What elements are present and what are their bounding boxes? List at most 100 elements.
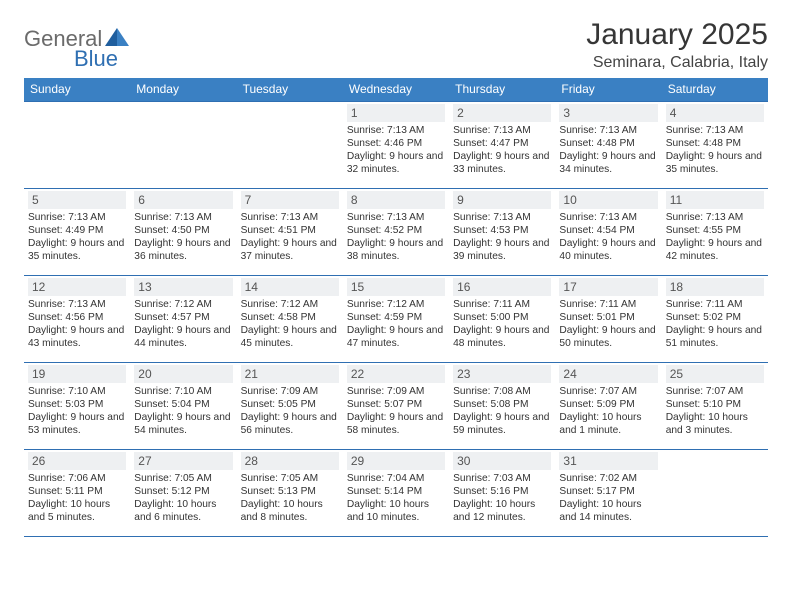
calendar-week-row: 26 Sunrise: 7:06 AMSunset: 5:11 PMDayligh… [24, 450, 768, 537]
day-number: 23 [453, 365, 551, 383]
day-detail: Sunrise: 7:11 AMSunset: 5:01 PMDaylight:… [559, 298, 657, 350]
sunrise-text: Sunrise: 7:13 AM [347, 124, 445, 137]
sunrise-text: Sunrise: 7:08 AM [453, 385, 551, 398]
day-number: 5 [28, 191, 126, 209]
calendar-cell: 3Sunrise: 7:13 AMSunset: 4:48 PMDaylight… [555, 102, 661, 189]
daylight-text: Daylight: 9 hours and 48 minutes. [453, 324, 551, 350]
sunset-text: Sunset: 4:51 PM [241, 224, 339, 237]
day-detail: Sunrise: 7:11 AMSunset: 5:00 PMDaylight:… [453, 298, 551, 350]
sunrise-text: Sunrise: 7:13 AM [347, 211, 445, 224]
sunset-text: Sunset: 4:55 PM [666, 224, 764, 237]
day-detail: Sunrise: 7:10 AMSunset: 5:03 PMDaylight:… [28, 385, 126, 437]
sunset-text: Sunset: 5:14 PM [347, 485, 445, 498]
sunrise-text: Sunrise: 7:12 AM [347, 298, 445, 311]
day-detail: Sunrise: 7:09 AMSunset: 5:05 PMDaylight:… [241, 385, 339, 437]
calendar-cell: 18Sunrise: 7:11 AMSunset: 5:02 PMDayligh… [662, 276, 768, 363]
day-detail: Sunrise: 7:13 AMSunset: 4:48 PMDaylight:… [666, 124, 764, 176]
sunrise-text: Sunrise: 7:05 AM [134, 472, 232, 485]
sunrise-text: Sunrise: 7:13 AM [453, 124, 551, 137]
sunset-text: Sunset: 4:48 PM [559, 137, 657, 150]
day-number: 6 [134, 191, 232, 209]
calendar-cell: 16Sunrise: 7:11 AMSunset: 5:00 PMDayligh… [449, 276, 555, 363]
day-number: 21 [241, 365, 339, 383]
day-number: 17 [559, 278, 657, 296]
sunrise-text: Sunrise: 7:13 AM [28, 211, 126, 224]
day-detail: Sunrise: 7:03 AMSunset: 5:16 PMDaylight:… [453, 472, 551, 524]
day-detail: Sunrise: 7:13 AMSunset: 4:52 PMDaylight:… [347, 211, 445, 263]
daylight-text: Daylight: 10 hours and 1 minute. [559, 411, 657, 437]
sunrise-text: Sunrise: 7:10 AM [28, 385, 126, 398]
day-number: 31 [559, 452, 657, 470]
daylight-text: Daylight: 9 hours and 47 minutes. [347, 324, 445, 350]
sunset-text: Sunset: 5:03 PM [28, 398, 126, 411]
day-header: Saturday [662, 78, 768, 102]
calendar-cell: 17 Sunrise: 7:11 AMSunset: 5:01 PMDayligh… [555, 276, 661, 363]
daylight-text: Daylight: 10 hours and 10 minutes. [347, 498, 445, 524]
day-number: 12 [28, 278, 126, 296]
day-header: Tuesday [237, 78, 343, 102]
calendar-page: General January 2025 Seminara, Calabria,… [0, 0, 792, 547]
day-detail: Sunrise: 7:13 AMSunset: 4:48 PMDaylight:… [559, 124, 657, 176]
sunrise-text: Sunrise: 7:10 AM [134, 385, 232, 398]
day-detail: Sunrise: 7:13 AMSunset: 4:46 PMDaylight:… [347, 124, 445, 176]
day-detail: Sunrise: 7:13 AMSunset: 4:53 PMDaylight:… [453, 211, 551, 263]
calendar-cell: 12Sunrise: 7:13 AMSunset: 4:56 PMDayligh… [24, 276, 130, 363]
sunrise-text: Sunrise: 7:12 AM [134, 298, 232, 311]
daylight-text: Daylight: 9 hours and 33 minutes. [453, 150, 551, 176]
daylight-text: Daylight: 9 hours and 42 minutes. [666, 237, 764, 263]
calendar-cell: 6Sunrise: 7:13 AMSunset: 4:50 PMDaylight… [130, 189, 236, 276]
calendar-cell [24, 102, 130, 189]
calendar-cell: 19Sunrise: 7:10 AMSunset: 5:03 PMDayligh… [24, 363, 130, 450]
daylight-text: Daylight: 9 hours and 56 minutes. [241, 411, 339, 437]
daylight-text: Daylight: 9 hours and 45 minutes. [241, 324, 339, 350]
day-detail: Sunrise: 7:06 AMSunset: 5:11 PMDaylight:… [28, 472, 126, 524]
calendar-cell: 11Sunrise: 7:13 AMSunset: 4:55 PMDayligh… [662, 189, 768, 276]
daylight-text: Daylight: 9 hours and 44 minutes. [134, 324, 232, 350]
day-number: 4 [666, 104, 764, 122]
daylight-text: Daylight: 9 hours and 53 minutes. [28, 411, 126, 437]
daylight-text: Daylight: 9 hours and 59 minutes. [453, 411, 551, 437]
sunset-text: Sunset: 5:16 PM [453, 485, 551, 498]
calendar-cell: 14Sunrise: 7:12 AMSunset: 4:58 PMDayligh… [237, 276, 343, 363]
sunset-text: Sunset: 4:58 PM [241, 311, 339, 324]
daylight-text: Daylight: 9 hours and 38 minutes. [347, 237, 445, 263]
sunset-text: Sunset: 4:52 PM [347, 224, 445, 237]
day-number: 10 [559, 191, 657, 209]
sunset-text: Sunset: 4:50 PM [134, 224, 232, 237]
calendar-cell: 4 Sunrise: 7:13 AMSunset: 4:48 PMDaylight… [662, 102, 768, 189]
day-number: 27 [134, 452, 232, 470]
calendar-cell: 24Sunrise: 7:07 AMSunset: 5:09 PMDayligh… [555, 363, 661, 450]
day-number: 26 [28, 452, 126, 470]
sunset-text: Sunset: 4:46 PM [347, 137, 445, 150]
calendar-cell: 29Sunrise: 7:04 AMSunset: 5:14 PMDayligh… [343, 450, 449, 537]
day-detail: Sunrise: 7:05 AMSunset: 5:13 PMDaylight:… [241, 472, 339, 524]
day-number: 2 [453, 104, 551, 122]
title-block: January 2025 Seminara, Calabria, Italy [586, 18, 768, 72]
sunrise-text: Sunrise: 7:07 AM [559, 385, 657, 398]
calendar-cell: 21 Sunrise: 7:09 AMSunset: 5:05 PMDayligh… [237, 363, 343, 450]
calendar-week-row: 19Sunrise: 7:10 AMSunset: 5:03 PMDayligh… [24, 363, 768, 450]
sunset-text: Sunset: 4:53 PM [453, 224, 551, 237]
day-number: 20 [134, 365, 232, 383]
calendar-cell: 27Sunrise: 7:05 AMSunset: 5:12 PMDayligh… [130, 450, 236, 537]
sunset-text: Sunset: 5:08 PM [453, 398, 551, 411]
day-number: 1 [347, 104, 445, 122]
daylight-text: Daylight: 9 hours and 40 minutes. [559, 237, 657, 263]
day-detail: Sunrise: 7:07 AMSunset: 5:10 PMDaylight:… [666, 385, 764, 437]
calendar-cell: 10Sunrise: 7:13 AMSunset: 4:54 PMDayligh… [555, 189, 661, 276]
day-detail: Sunrise: 7:12 AMSunset: 4:57 PMDaylight:… [134, 298, 232, 350]
calendar-cell: 31Sunrise: 7:02 AMSunset: 5:17 PMDayligh… [555, 450, 661, 537]
day-header: Wednesday [343, 78, 449, 102]
sunset-text: Sunset: 5:05 PM [241, 398, 339, 411]
day-number: 13 [134, 278, 232, 296]
day-detail: Sunrise: 7:13 AMSunset: 4:49 PMDaylight:… [28, 211, 126, 263]
day-detail: Sunrise: 7:13 AMSunset: 4:47 PMDaylight:… [453, 124, 551, 176]
day-number: 29 [347, 452, 445, 470]
day-detail: Sunrise: 7:07 AMSunset: 5:09 PMDaylight:… [559, 385, 657, 437]
daylight-text: Daylight: 10 hours and 8 minutes. [241, 498, 339, 524]
calendar-table: SundayMondayTuesdayWednesdayThursdayFrid… [24, 78, 768, 537]
sunrise-text: Sunrise: 7:06 AM [28, 472, 126, 485]
calendar-cell: 8Sunrise: 7:13 AMSunset: 4:52 PMDaylight… [343, 189, 449, 276]
daylight-text: Daylight: 9 hours and 51 minutes. [666, 324, 764, 350]
calendar-cell: 2 Sunrise: 7:13 AMSunset: 4:47 PMDaylight… [449, 102, 555, 189]
